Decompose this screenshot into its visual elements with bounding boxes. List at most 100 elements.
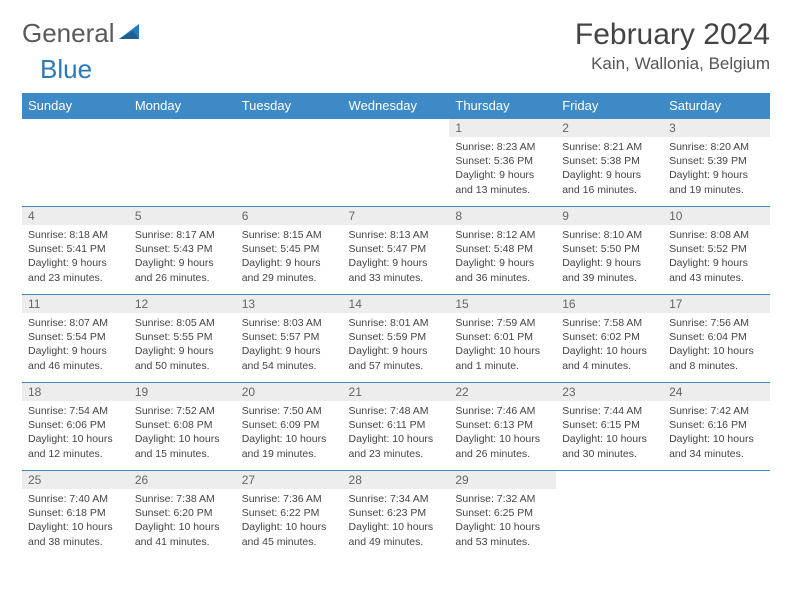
day-content: Sunrise: 7:54 AMSunset: 6:06 PMDaylight:… [22, 401, 129, 467]
sunset-line: Sunset: 5:43 PM [135, 242, 230, 256]
calendar-cell [343, 119, 450, 207]
day-number: 10 [663, 207, 770, 225]
daylight-line: Daylight: 10 hours and 23 minutes. [349, 432, 444, 460]
sunrise-line: Sunrise: 8:08 AM [669, 228, 764, 242]
sunset-line: Sunset: 6:23 PM [349, 506, 444, 520]
calendar-week-row: 4Sunrise: 8:18 AMSunset: 5:41 PMDaylight… [22, 207, 770, 295]
sunrise-line: Sunrise: 7:34 AM [349, 492, 444, 506]
sunset-line: Sunset: 6:22 PM [242, 506, 337, 520]
daylight-line: Daylight: 9 hours and 19 minutes. [669, 168, 764, 196]
day-content: Sunrise: 7:34 AMSunset: 6:23 PMDaylight:… [343, 489, 450, 555]
calendar-week-row: 25Sunrise: 7:40 AMSunset: 6:18 PMDayligh… [22, 471, 770, 559]
day-number: 11 [22, 295, 129, 313]
calendar-week-row: 11Sunrise: 8:07 AMSunset: 5:54 PMDayligh… [22, 295, 770, 383]
day-content: Sunrise: 7:32 AMSunset: 6:25 PMDaylight:… [449, 489, 556, 555]
day-number: 3 [663, 119, 770, 137]
day-number: 24 [663, 383, 770, 401]
calendar-cell: 21Sunrise: 7:48 AMSunset: 6:11 PMDayligh… [343, 383, 450, 471]
sunset-line: Sunset: 5:45 PM [242, 242, 337, 256]
day-number: 28 [343, 471, 450, 489]
calendar-cell [663, 471, 770, 559]
day-number: 19 [129, 383, 236, 401]
day-content: Sunrise: 8:08 AMSunset: 5:52 PMDaylight:… [663, 225, 770, 291]
sunset-line: Sunset: 6:20 PM [135, 506, 230, 520]
calendar-cell: 10Sunrise: 8:08 AMSunset: 5:52 PMDayligh… [663, 207, 770, 295]
sunrise-line: Sunrise: 8:12 AM [455, 228, 550, 242]
sunset-line: Sunset: 6:15 PM [562, 418, 657, 432]
daylight-line: Daylight: 9 hours and 46 minutes. [28, 344, 123, 372]
calendar-cell [129, 119, 236, 207]
sunrise-line: Sunrise: 7:32 AM [455, 492, 550, 506]
calendar-cell: 11Sunrise: 8:07 AMSunset: 5:54 PMDayligh… [22, 295, 129, 383]
sunset-line: Sunset: 6:25 PM [455, 506, 550, 520]
daylight-line: Daylight: 10 hours and 15 minutes. [135, 432, 230, 460]
calendar-cell: 28Sunrise: 7:34 AMSunset: 6:23 PMDayligh… [343, 471, 450, 559]
calendar-cell [556, 471, 663, 559]
sunrise-line: Sunrise: 8:18 AM [28, 228, 123, 242]
day-content: Sunrise: 8:18 AMSunset: 5:41 PMDaylight:… [22, 225, 129, 291]
daylight-line: Daylight: 10 hours and 30 minutes. [562, 432, 657, 460]
logo-text-gray: General [22, 18, 115, 49]
day-number: 23 [556, 383, 663, 401]
sunset-line: Sunset: 6:13 PM [455, 418, 550, 432]
calendar-cell: 6Sunrise: 8:15 AMSunset: 5:45 PMDaylight… [236, 207, 343, 295]
calendar-week-row: 1Sunrise: 8:23 AMSunset: 5:36 PMDaylight… [22, 119, 770, 207]
calendar-cell: 5Sunrise: 8:17 AMSunset: 5:43 PMDaylight… [129, 207, 236, 295]
day-content: Sunrise: 7:38 AMSunset: 6:20 PMDaylight:… [129, 489, 236, 555]
calendar-cell [22, 119, 129, 207]
day-number: 9 [556, 207, 663, 225]
calendar-cell: 1Sunrise: 8:23 AMSunset: 5:36 PMDaylight… [449, 119, 556, 207]
sunrise-line: Sunrise: 7:52 AM [135, 404, 230, 418]
calendar-cell [236, 119, 343, 207]
sunset-line: Sunset: 6:01 PM [455, 330, 550, 344]
calendar-cell: 2Sunrise: 8:21 AMSunset: 5:38 PMDaylight… [556, 119, 663, 207]
daylight-line: Daylight: 9 hours and 13 minutes. [455, 168, 550, 196]
day-header: Monday [129, 93, 236, 119]
day-content: Sunrise: 8:10 AMSunset: 5:50 PMDaylight:… [556, 225, 663, 291]
day-content: Sunrise: 8:12 AMSunset: 5:48 PMDaylight:… [449, 225, 556, 291]
calendar-cell: 16Sunrise: 7:58 AMSunset: 6:02 PMDayligh… [556, 295, 663, 383]
sunset-line: Sunset: 5:55 PM [135, 330, 230, 344]
daylight-line: Daylight: 10 hours and 4 minutes. [562, 344, 657, 372]
calendar-week-row: 18Sunrise: 7:54 AMSunset: 6:06 PMDayligh… [22, 383, 770, 471]
day-content: Sunrise: 8:23 AMSunset: 5:36 PMDaylight:… [449, 137, 556, 203]
calendar-cell: 17Sunrise: 7:56 AMSunset: 6:04 PMDayligh… [663, 295, 770, 383]
sunrise-line: Sunrise: 7:54 AM [28, 404, 123, 418]
sunset-line: Sunset: 5:59 PM [349, 330, 444, 344]
calendar-cell: 22Sunrise: 7:46 AMSunset: 6:13 PMDayligh… [449, 383, 556, 471]
sunrise-line: Sunrise: 7:44 AM [562, 404, 657, 418]
calendar-cell: 3Sunrise: 8:20 AMSunset: 5:39 PMDaylight… [663, 119, 770, 207]
day-content: Sunrise: 8:21 AMSunset: 5:38 PMDaylight:… [556, 137, 663, 203]
calendar-cell: 14Sunrise: 8:01 AMSunset: 5:59 PMDayligh… [343, 295, 450, 383]
day-content: Sunrise: 7:58 AMSunset: 6:02 PMDaylight:… [556, 313, 663, 379]
sunrise-line: Sunrise: 8:07 AM [28, 316, 123, 330]
logo: General [22, 18, 143, 49]
day-number: 26 [129, 471, 236, 489]
day-content: Sunrise: 7:46 AMSunset: 6:13 PMDaylight:… [449, 401, 556, 467]
day-number: 1 [449, 119, 556, 137]
day-number: 15 [449, 295, 556, 313]
day-header: Wednesday [343, 93, 450, 119]
sunrise-line: Sunrise: 7:46 AM [455, 404, 550, 418]
sunrise-line: Sunrise: 7:56 AM [669, 316, 764, 330]
sunrise-line: Sunrise: 8:05 AM [135, 316, 230, 330]
day-content: Sunrise: 7:40 AMSunset: 6:18 PMDaylight:… [22, 489, 129, 555]
calendar-cell: 25Sunrise: 7:40 AMSunset: 6:18 PMDayligh… [22, 471, 129, 559]
sunrise-line: Sunrise: 8:23 AM [455, 140, 550, 154]
day-content: Sunrise: 7:50 AMSunset: 6:09 PMDaylight:… [236, 401, 343, 467]
sunset-line: Sunset: 5:38 PM [562, 154, 657, 168]
daylight-line: Daylight: 10 hours and 19 minutes. [242, 432, 337, 460]
day-content: Sunrise: 7:44 AMSunset: 6:15 PMDaylight:… [556, 401, 663, 467]
daylight-line: Daylight: 9 hours and 39 minutes. [562, 256, 657, 284]
day-number: 18 [22, 383, 129, 401]
calendar-cell: 24Sunrise: 7:42 AMSunset: 6:16 PMDayligh… [663, 383, 770, 471]
day-content: Sunrise: 8:07 AMSunset: 5:54 PMDaylight:… [22, 313, 129, 379]
sunrise-line: Sunrise: 7:36 AM [242, 492, 337, 506]
daylight-line: Daylight: 10 hours and 8 minutes. [669, 344, 764, 372]
sunset-line: Sunset: 5:36 PM [455, 154, 550, 168]
daylight-line: Daylight: 10 hours and 49 minutes. [349, 520, 444, 548]
sunset-line: Sunset: 5:50 PM [562, 242, 657, 256]
sunset-line: Sunset: 6:02 PM [562, 330, 657, 344]
day-content: Sunrise: 7:59 AMSunset: 6:01 PMDaylight:… [449, 313, 556, 379]
daylight-line: Daylight: 9 hours and 54 minutes. [242, 344, 337, 372]
